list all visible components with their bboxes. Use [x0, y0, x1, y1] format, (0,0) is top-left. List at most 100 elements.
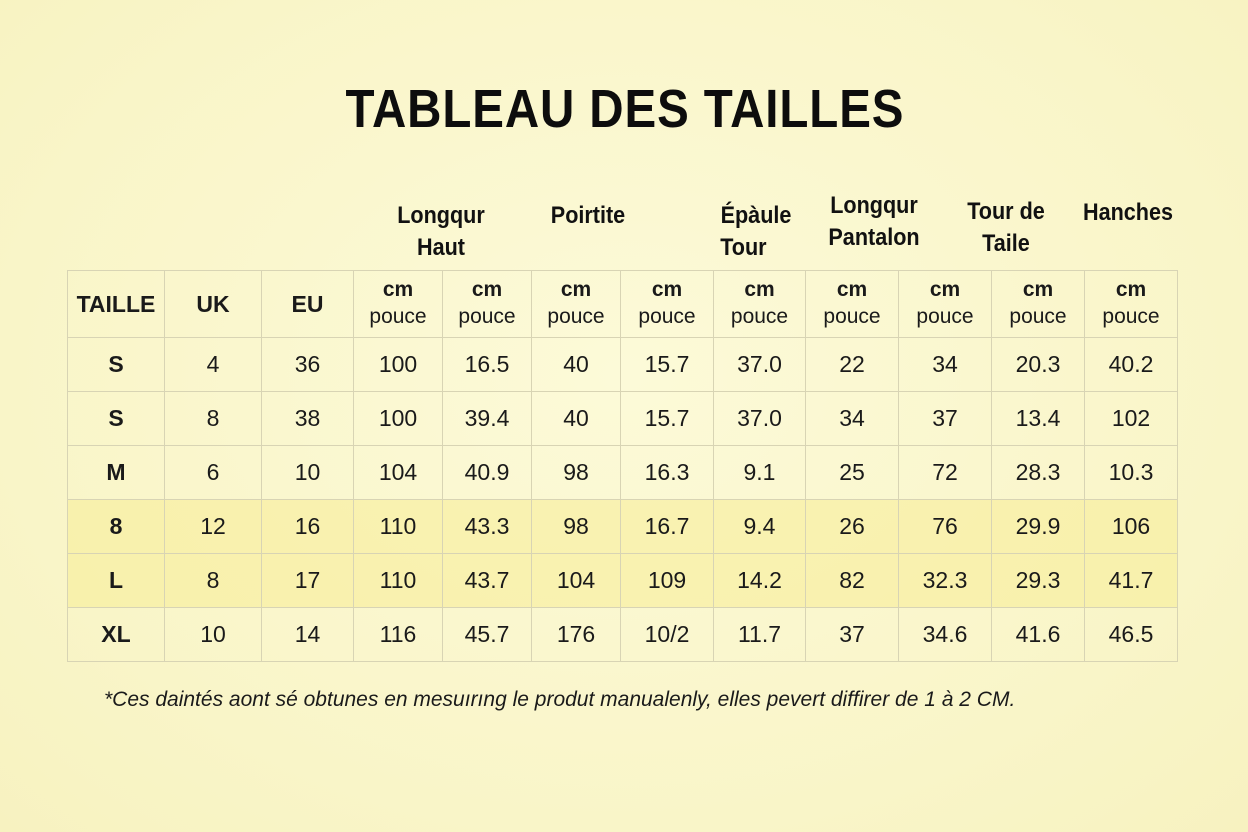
- unit-inch: pouce: [1102, 305, 1160, 328]
- size-label-cell: M: [67, 445, 165, 500]
- measurement-cell: 9.1: [713, 445, 806, 500]
- measurement-cell: 22: [805, 337, 899, 392]
- measurement-cell: 116: [353, 607, 443, 662]
- uk-size-cell: 10: [164, 607, 262, 662]
- measurement-cell: 34: [898, 337, 992, 392]
- group-header-tour-de-taille: Tour de Taile: [956, 196, 1057, 260]
- unit-cm: cm: [929, 278, 961, 301]
- group-header-line: Pantalon: [828, 224, 920, 251]
- measurement-cell: 9.4: [713, 499, 806, 554]
- measurement-cell: 110: [353, 553, 443, 608]
- measurement-cell: 16.5: [442, 337, 532, 392]
- measurement-cell: 28.3: [991, 445, 1085, 500]
- group-header-line: Taile: [982, 230, 1030, 257]
- table-row: M 6 10 104 40.9 98 16.3 9.1 25 72 28.3 10.3: [67, 445, 1178, 500]
- measurement-cell: 106: [1084, 499, 1178, 554]
- column-header-unit: cm pouce: [805, 270, 899, 338]
- eu-size-cell: 14: [261, 607, 354, 662]
- unit-cm: cm: [1115, 278, 1147, 301]
- measurement-cell: 37.0: [713, 391, 806, 446]
- group-header-epaule-tour: Épàule Tour: [706, 200, 807, 264]
- group-header-longueur-haut: Longqur Haut: [383, 200, 500, 264]
- measurement-cell: 40.9: [442, 445, 532, 500]
- measurement-cell: 16.7: [620, 499, 714, 554]
- unit-cm: cm: [560, 278, 592, 301]
- column-header-unit: cm pouce: [991, 270, 1085, 338]
- unit-inch: pouce: [1009, 305, 1067, 328]
- table-row: 8 12 16 110 43.3 98 16.7 9.4 26 76 29.9 106: [67, 499, 1178, 554]
- column-header-unit: cm pouce: [531, 270, 621, 338]
- measurement-cell: 41.7: [1084, 553, 1178, 608]
- size-label-cell: S: [67, 391, 165, 446]
- measurement-cell: 43.3: [442, 499, 532, 554]
- size-label-cell: XL: [67, 607, 165, 662]
- measurement-cell: 43.7: [442, 553, 532, 608]
- group-header-hanches: Hanches: [1078, 197, 1179, 229]
- measurement-cell: 37.0: [713, 337, 806, 392]
- group-header-line: Tour: [720, 234, 767, 261]
- measurement-cell: 39.4: [442, 391, 532, 446]
- eu-size-cell: 16: [261, 499, 354, 554]
- measurement-cell: 41.6: [991, 607, 1085, 662]
- group-header-line: Tour de: [967, 198, 1045, 225]
- size-label-cell: 8: [67, 499, 165, 554]
- unit-inch: pouce: [458, 305, 516, 328]
- unit-inch: pouce: [730, 305, 789, 328]
- column-header-unit: cm pouce: [620, 270, 714, 338]
- unit-cm: cm: [836, 278, 868, 301]
- unit-inch: pouce: [916, 305, 974, 328]
- measurement-cell: 82: [805, 553, 899, 608]
- group-header-line: Poirtite: [550, 202, 626, 229]
- table-row: XL 10 14 116 45.7 176 10/2 11.7 37 34.6 41.6 46.5: [67, 607, 1178, 662]
- size-label-cell: L: [67, 553, 165, 608]
- measurement-cell: 11.7: [713, 607, 806, 662]
- uk-size-cell: 8: [164, 391, 262, 446]
- column-header-eu: EU: [261, 270, 354, 338]
- measurement-cell: 37: [805, 607, 899, 662]
- measurement-cell: 15.7: [620, 391, 714, 446]
- uk-size-cell: 12: [164, 499, 262, 554]
- unit-cm: cm: [651, 278, 683, 301]
- measurement-cell: 20.3: [991, 337, 1085, 392]
- size-chart-table: TAILLE UK EU cm pouce cm pouce cm pouce cm p…: [67, 270, 1178, 662]
- uk-size-cell: 4: [164, 337, 262, 392]
- measurement-cell: 110: [353, 499, 443, 554]
- eu-size-cell: 10: [261, 445, 354, 500]
- unit-cm: cm: [382, 278, 414, 301]
- group-header-line: Haut: [416, 234, 466, 261]
- measurement-cell: 45.7: [442, 607, 532, 662]
- measurement-cell: 98: [531, 499, 621, 554]
- measurement-cell: 16.3: [620, 445, 714, 500]
- measurement-cell: 104: [353, 445, 443, 500]
- measurement-cell: 37: [898, 391, 992, 446]
- measurement-cell: 100: [353, 337, 443, 392]
- column-header-unit: cm pouce: [442, 270, 532, 338]
- column-header-unit: cm pouce: [1084, 270, 1178, 338]
- measurement-cell: 76: [898, 499, 992, 554]
- measurement-cell: 34.6: [898, 607, 992, 662]
- unit-cm: cm: [1022, 278, 1054, 301]
- size-label-cell: S: [67, 337, 165, 392]
- footnote: *Ces daintés aont sé obtunes en mesuırın…: [104, 688, 1016, 711]
- measurement-cell: 176: [531, 607, 621, 662]
- uk-size-cell: 6: [164, 445, 262, 500]
- unit-cm: cm: [744, 278, 775, 301]
- measurement-cell: 15.7: [620, 337, 714, 392]
- page-title: TABLEAU DES TAILLES: [345, 79, 905, 139]
- measurement-cell: 98: [531, 445, 621, 500]
- measurement-cell: 26: [805, 499, 899, 554]
- group-header-line: Hanches: [1082, 199, 1174, 226]
- table-row: L 8 17 110 43.7 104 109 14.2 82 32.3 29.3 41.7: [67, 553, 1178, 608]
- measurement-cell: 32.3: [898, 553, 992, 608]
- measurement-cell: 100: [353, 391, 443, 446]
- uk-size-cell: 8: [164, 553, 262, 608]
- table-row: S 4 36 100 16.5 40 15.7 37.0 22 34 20.3 40.2: [67, 337, 1178, 392]
- unit-inch: pouce: [638, 305, 696, 328]
- group-header-longueur-pantalon: Longqur Pantalon: [818, 190, 930, 254]
- measurement-cell: 46.5: [1084, 607, 1178, 662]
- column-header-unit: cm pouce: [898, 270, 992, 338]
- eu-size-cell: 17: [261, 553, 354, 608]
- column-header-taille: TAILLE: [67, 270, 165, 338]
- unit-inch: pouce: [547, 305, 605, 328]
- table-body: S 4 36 100 16.5 40 15.7 37.0 22 34 20.3 40.2 S 8 38 100…: [67, 337, 1178, 662]
